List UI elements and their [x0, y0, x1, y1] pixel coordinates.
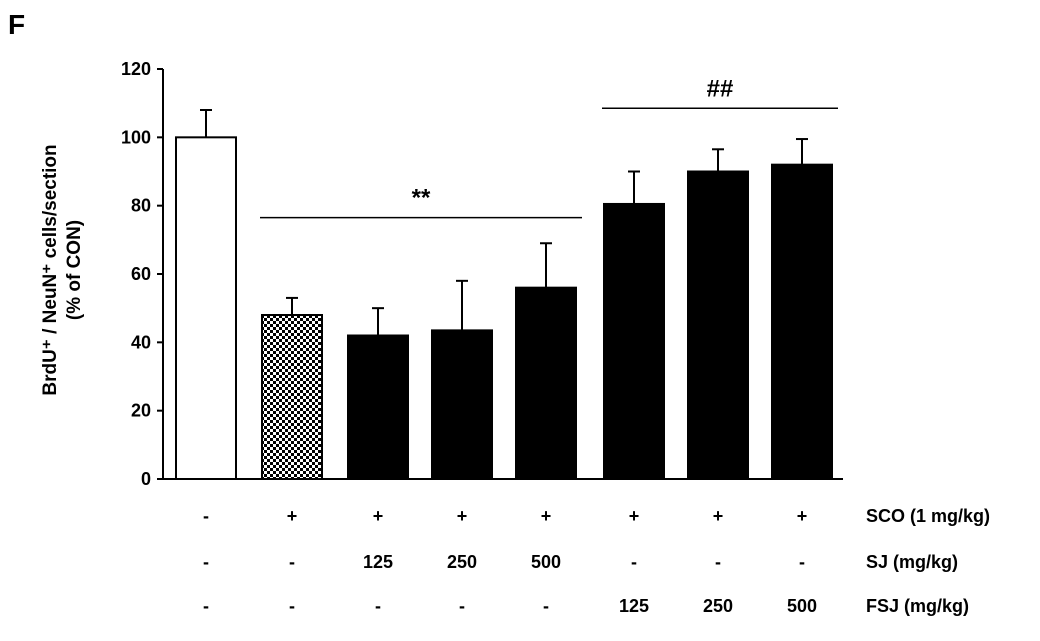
- condition-row-label: SJ (mg/kg): [866, 552, 958, 572]
- condition-value: 250: [447, 552, 477, 572]
- bar: [431, 329, 493, 480]
- condition-row-label: FSJ (mg/kg): [866, 596, 969, 616]
- significance-annotations: ** ##: [260, 75, 838, 219]
- bar: [261, 314, 323, 480]
- condition-value: 125: [363, 552, 393, 572]
- y-tick-label: 20: [131, 401, 151, 421]
- y-tick-label: 60: [131, 264, 151, 284]
- significance-marker: **: [412, 185, 431, 212]
- bar: [175, 136, 237, 480]
- significance-marker: ##: [707, 75, 734, 102]
- condition-value: +: [457, 506, 468, 526]
- bar: [347, 334, 409, 480]
- y-axis-label: BrdU⁺ / NeuN⁺ cells/section (% of CON): [40, 144, 85, 395]
- panel-label: F: [8, 9, 25, 40]
- condition-table: - + + + + + + + SCO (1 mg/kg) - - 125 250 500 - - - SJ (m…: [203, 506, 990, 616]
- condition-value: +: [797, 506, 808, 526]
- y-axis-label-line1: BrdU⁺ / NeuN⁺ cells/section: [40, 144, 61, 395]
- condition-row-label: SCO (1 mg/kg): [866, 506, 990, 526]
- bar: [603, 202, 665, 480]
- condition-value: 500: [787, 596, 817, 616]
- y-tick-label: 80: [131, 196, 151, 216]
- condition-value: -: [459, 596, 465, 616]
- condition-value: +: [713, 506, 724, 526]
- condition-value: -: [289, 596, 295, 616]
- bars-group: [175, 109, 833, 481]
- bar: [771, 163, 833, 481]
- bar: [515, 286, 577, 480]
- y-tick-label: 120: [121, 59, 151, 79]
- y-axis-label-line2: (% of CON): [64, 220, 85, 320]
- condition-value: -: [203, 506, 209, 526]
- y-tick-label: 0: [141, 469, 151, 489]
- condition-value: 250: [703, 596, 733, 616]
- bar: [687, 170, 749, 480]
- condition-value: +: [373, 506, 384, 526]
- condition-value: -: [715, 552, 721, 572]
- y-tick-label: 100: [121, 127, 151, 147]
- condition-value: -: [799, 552, 805, 572]
- condition-value: -: [543, 596, 549, 616]
- condition-value: -: [203, 552, 209, 572]
- condition-value: -: [203, 596, 209, 616]
- condition-value: +: [629, 506, 640, 526]
- condition-value: -: [631, 552, 637, 572]
- condition-value: +: [541, 506, 552, 526]
- condition-value: 125: [619, 596, 649, 616]
- y-tick-label: 40: [131, 332, 151, 352]
- condition-value: -: [375, 596, 381, 616]
- condition-value: -: [289, 552, 295, 572]
- condition-value: 500: [531, 552, 561, 572]
- condition-value: +: [287, 506, 298, 526]
